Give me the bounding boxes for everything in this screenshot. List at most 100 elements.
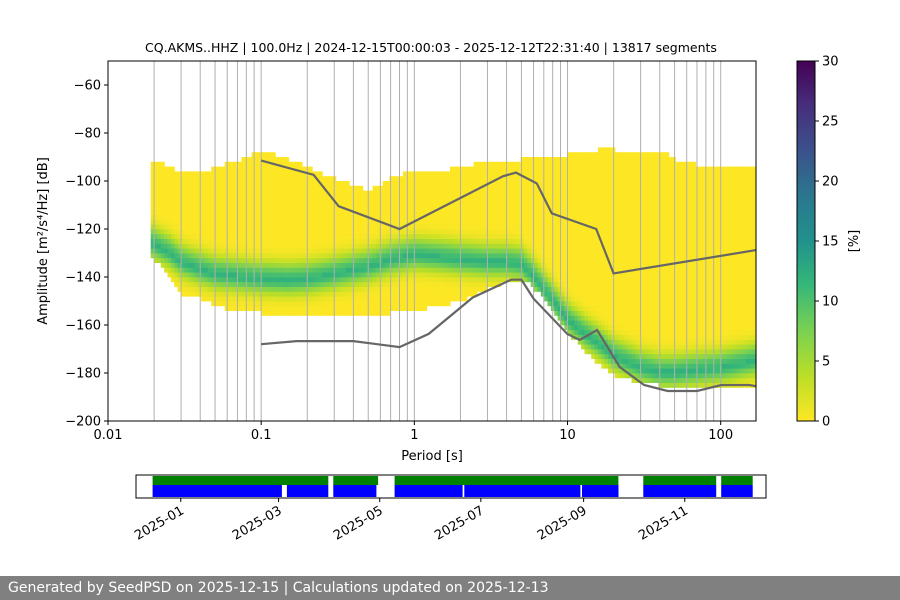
- heatmap-cell: [648, 267, 653, 273]
- heatmap-cell: [298, 185, 303, 191]
- heatmap-cell: [608, 358, 612, 364]
- heatmap-cell: [476, 248, 481, 254]
- heatmap-cell: [170, 209, 175, 215]
- heatmap-cell: [298, 195, 303, 201]
- heatmap-cell: [628, 296, 633, 302]
- heatmap-cell: [449, 176, 454, 182]
- heatmap-cell: [624, 248, 629, 254]
- heatmap-cell: [335, 205, 340, 211]
- heatmap-cell: [560, 248, 565, 254]
- heatmap-cell: [658, 209, 663, 215]
- heatmap-cell: [211, 277, 216, 283]
- heatmap-cell: [604, 176, 609, 182]
- heatmap-cell: [665, 344, 670, 350]
- heatmap-cell: [429, 224, 434, 230]
- heatmap-cell: [174, 262, 179, 268]
- heatmap-cell: [544, 214, 549, 220]
- heatmap-cell: [466, 243, 471, 249]
- heatmap-cell: [557, 195, 562, 201]
- heatmap-cell: [446, 272, 451, 278]
- heatmap-cell: [547, 253, 552, 259]
- heatmap-cell: [328, 190, 333, 196]
- heatmap-cell: [295, 305, 300, 311]
- heatmap-cell: [601, 253, 606, 259]
- heatmap-cell: [601, 291, 606, 297]
- heatmap-cell: [386, 272, 391, 278]
- heatmap-cell: [359, 224, 364, 230]
- heatmap-cell: [406, 195, 411, 201]
- heatmap-cell: [154, 253, 159, 259]
- heatmap-cell: [597, 277, 602, 283]
- heatmap-cell: [557, 296, 562, 302]
- heatmap-cell: [157, 166, 162, 172]
- heatmap-cell: [419, 205, 424, 211]
- heatmap-cell: [460, 214, 465, 220]
- heatmap-cell: [191, 243, 196, 249]
- heatmap-cell: [449, 277, 454, 283]
- heatmap-cell: [480, 161, 485, 167]
- heatmap-cell: [342, 281, 347, 287]
- heatmap-cell: [587, 253, 592, 259]
- heatmap-cell: [389, 233, 394, 239]
- heatmap-cell: [386, 291, 391, 297]
- heatmap-cell: [295, 200, 300, 206]
- heatmap-cell: [231, 248, 236, 254]
- heatmap-cell: [160, 161, 165, 167]
- heatmap-cell: [234, 267, 239, 273]
- heatmap-cell: [228, 262, 232, 268]
- heatmap-cell: [150, 161, 155, 167]
- heatmap-cell: [369, 224, 374, 230]
- heatmap-cell: [318, 176, 323, 182]
- heatmap-cell: [594, 157, 599, 163]
- heatmap-cell: [436, 248, 441, 254]
- heatmap-cell: [150, 238, 155, 244]
- heatmap-cell: [265, 224, 269, 230]
- heatmap-cell: [537, 176, 542, 182]
- heatmap-cell: [231, 205, 236, 211]
- heatmap-cell: [648, 161, 653, 167]
- heatmap-cell: [604, 214, 609, 220]
- heatmap-cell: [231, 200, 236, 206]
- heatmap-cell: [439, 190, 444, 196]
- heatmap-cell: [497, 195, 502, 201]
- heatmap-cell: [470, 176, 475, 182]
- heatmap-cell: [571, 272, 576, 278]
- heatmap-cell: [671, 233, 676, 239]
- heatmap-cell: [386, 277, 391, 283]
- heatmap-cell: [261, 267, 266, 273]
- heatmap-cell: [187, 190, 192, 196]
- heatmap-cell: [490, 238, 495, 244]
- heatmap-cell: [258, 243, 263, 249]
- heatmap-cell: [278, 296, 283, 302]
- heatmap-cell: [618, 209, 623, 215]
- heatmap-cell: [174, 176, 179, 182]
- heatmap-cell: [275, 224, 280, 230]
- heatmap-cell: [211, 248, 216, 254]
- heatmap-cell: [298, 166, 303, 172]
- heatmap-cell: [648, 344, 653, 350]
- heatmap-cell: [409, 190, 414, 196]
- heatmap-cell: [228, 190, 232, 196]
- heatmap-cell: [402, 257, 407, 263]
- heatmap-cell: [597, 253, 602, 259]
- heatmap-cell: [631, 358, 636, 364]
- heatmap-cell: [238, 200, 243, 206]
- heatmap-cell: [207, 286, 212, 292]
- heatmap-cell: [608, 176, 612, 182]
- heatmap-cell: [510, 214, 515, 220]
- heatmap-cell: [520, 262, 525, 268]
- heatmap-cell: [443, 181, 448, 187]
- heatmap-cell: [449, 214, 454, 220]
- heatmap-cell: [483, 253, 488, 259]
- heatmap-cell: [207, 233, 212, 239]
- heatmap-cell: [238, 161, 243, 167]
- heatmap-cell: [258, 267, 263, 273]
- heatmap-cell: [359, 205, 364, 211]
- heatmap-cell: [500, 229, 505, 235]
- heatmap-cell: [540, 291, 545, 297]
- heatmap-cell: [594, 209, 599, 215]
- heatmap-cell: [379, 185, 384, 191]
- heatmap-cell: [645, 205, 649, 211]
- heatmap-cell: [335, 181, 340, 187]
- heatmap-cell: [655, 253, 660, 259]
